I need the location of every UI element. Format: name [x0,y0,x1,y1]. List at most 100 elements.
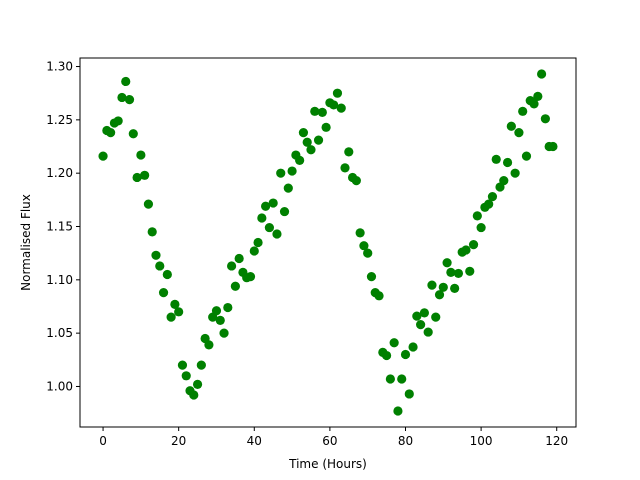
data-point [382,350,392,361]
data-point [234,253,244,264]
data-point [336,103,346,113]
data-point [374,291,384,301]
data-point [423,327,433,337]
plot-frame [79,57,577,428]
data-point [219,328,229,338]
x-tick-label: 80 [398,434,413,448]
y-tick-label: 1.15 [46,220,73,234]
data-point [143,199,154,209]
data-point [151,250,161,260]
data-points [98,69,558,416]
x-tick-label: 60 [322,434,337,448]
data-point [257,213,267,223]
data-point [468,240,479,250]
data-point [177,360,188,370]
y-axis-ticks: 1.00 1.05 1.10 1.15 1.20 1.25 1.30 [46,60,80,393]
data-point [431,312,441,322]
data-point [192,379,203,389]
data-point [128,129,138,139]
data-point [98,151,108,161]
x-tick-label: 100 [470,434,493,448]
data-point [385,374,395,384]
data-point [408,342,418,352]
data-point [155,261,165,271]
data-point [397,374,407,384]
data-point [132,172,142,183]
x-tick-label: 40 [247,434,262,448]
data-point [450,283,460,293]
data-point [272,229,282,239]
data-point [502,157,513,168]
data-point [189,390,199,400]
data-point [253,237,263,248]
x-tick-label: 120 [545,434,568,448]
data-point [521,151,532,161]
data-point [351,176,361,186]
y-tick-label: 1.00 [46,379,73,393]
data-point [227,261,237,271]
data-point [279,206,290,217]
data-point [249,246,259,256]
data-point [465,266,475,276]
data-point [306,145,316,155]
data-point [529,99,539,109]
data-point [196,360,206,370]
y-tick-label: 1.25 [46,113,73,127]
data-point [442,258,452,268]
data-point [264,222,274,233]
data-point [355,228,365,238]
data-point [261,201,271,211]
data-point [268,198,278,208]
data-point [533,91,543,101]
data-point [313,135,324,145]
x-tick-label: 20 [171,434,186,448]
data-point [170,299,180,309]
data-point [366,272,377,282]
data-point [283,183,293,193]
data-point [446,267,456,277]
data-point [416,320,426,330]
data-point [506,121,516,131]
y-tick-label: 1.10 [46,273,73,287]
data-point [276,168,286,178]
data-point [491,154,501,164]
x-axis-label: Time (Hours) [288,457,367,471]
y-tick-label: 1.30 [46,60,73,74]
data-point [332,88,343,98]
data-point [389,338,399,348]
data-point [181,371,191,381]
data-point [211,306,222,316]
data-point [223,302,233,313]
data-point [510,168,520,178]
data-point [124,94,135,105]
data-point [472,211,482,221]
data-point [158,288,169,298]
data-point [419,308,429,318]
x-tick-label: 0 [99,434,107,448]
data-point [121,76,131,87]
data-point [404,389,414,399]
y-axis-label: Normalised Flux [19,194,33,291]
data-point [136,150,146,160]
data-point [476,222,486,233]
data-point [329,100,339,110]
data-point [453,268,464,279]
data-point [174,307,184,317]
data-point [400,349,411,360]
data-point [434,290,445,300]
data-point [113,116,123,126]
x-axis-ticks: 0 20 40 60 80 100 120 [99,427,568,448]
data-point [499,176,509,186]
data-point [393,406,403,416]
data-point [537,69,547,79]
data-point [106,128,116,138]
data-point [317,107,327,117]
data-point [518,106,528,116]
y-tick-label: 1.20 [46,166,73,180]
data-point [162,269,172,280]
data-point [302,137,312,147]
data-point [340,163,350,173]
data-point [363,248,373,258]
data-point [412,311,422,321]
